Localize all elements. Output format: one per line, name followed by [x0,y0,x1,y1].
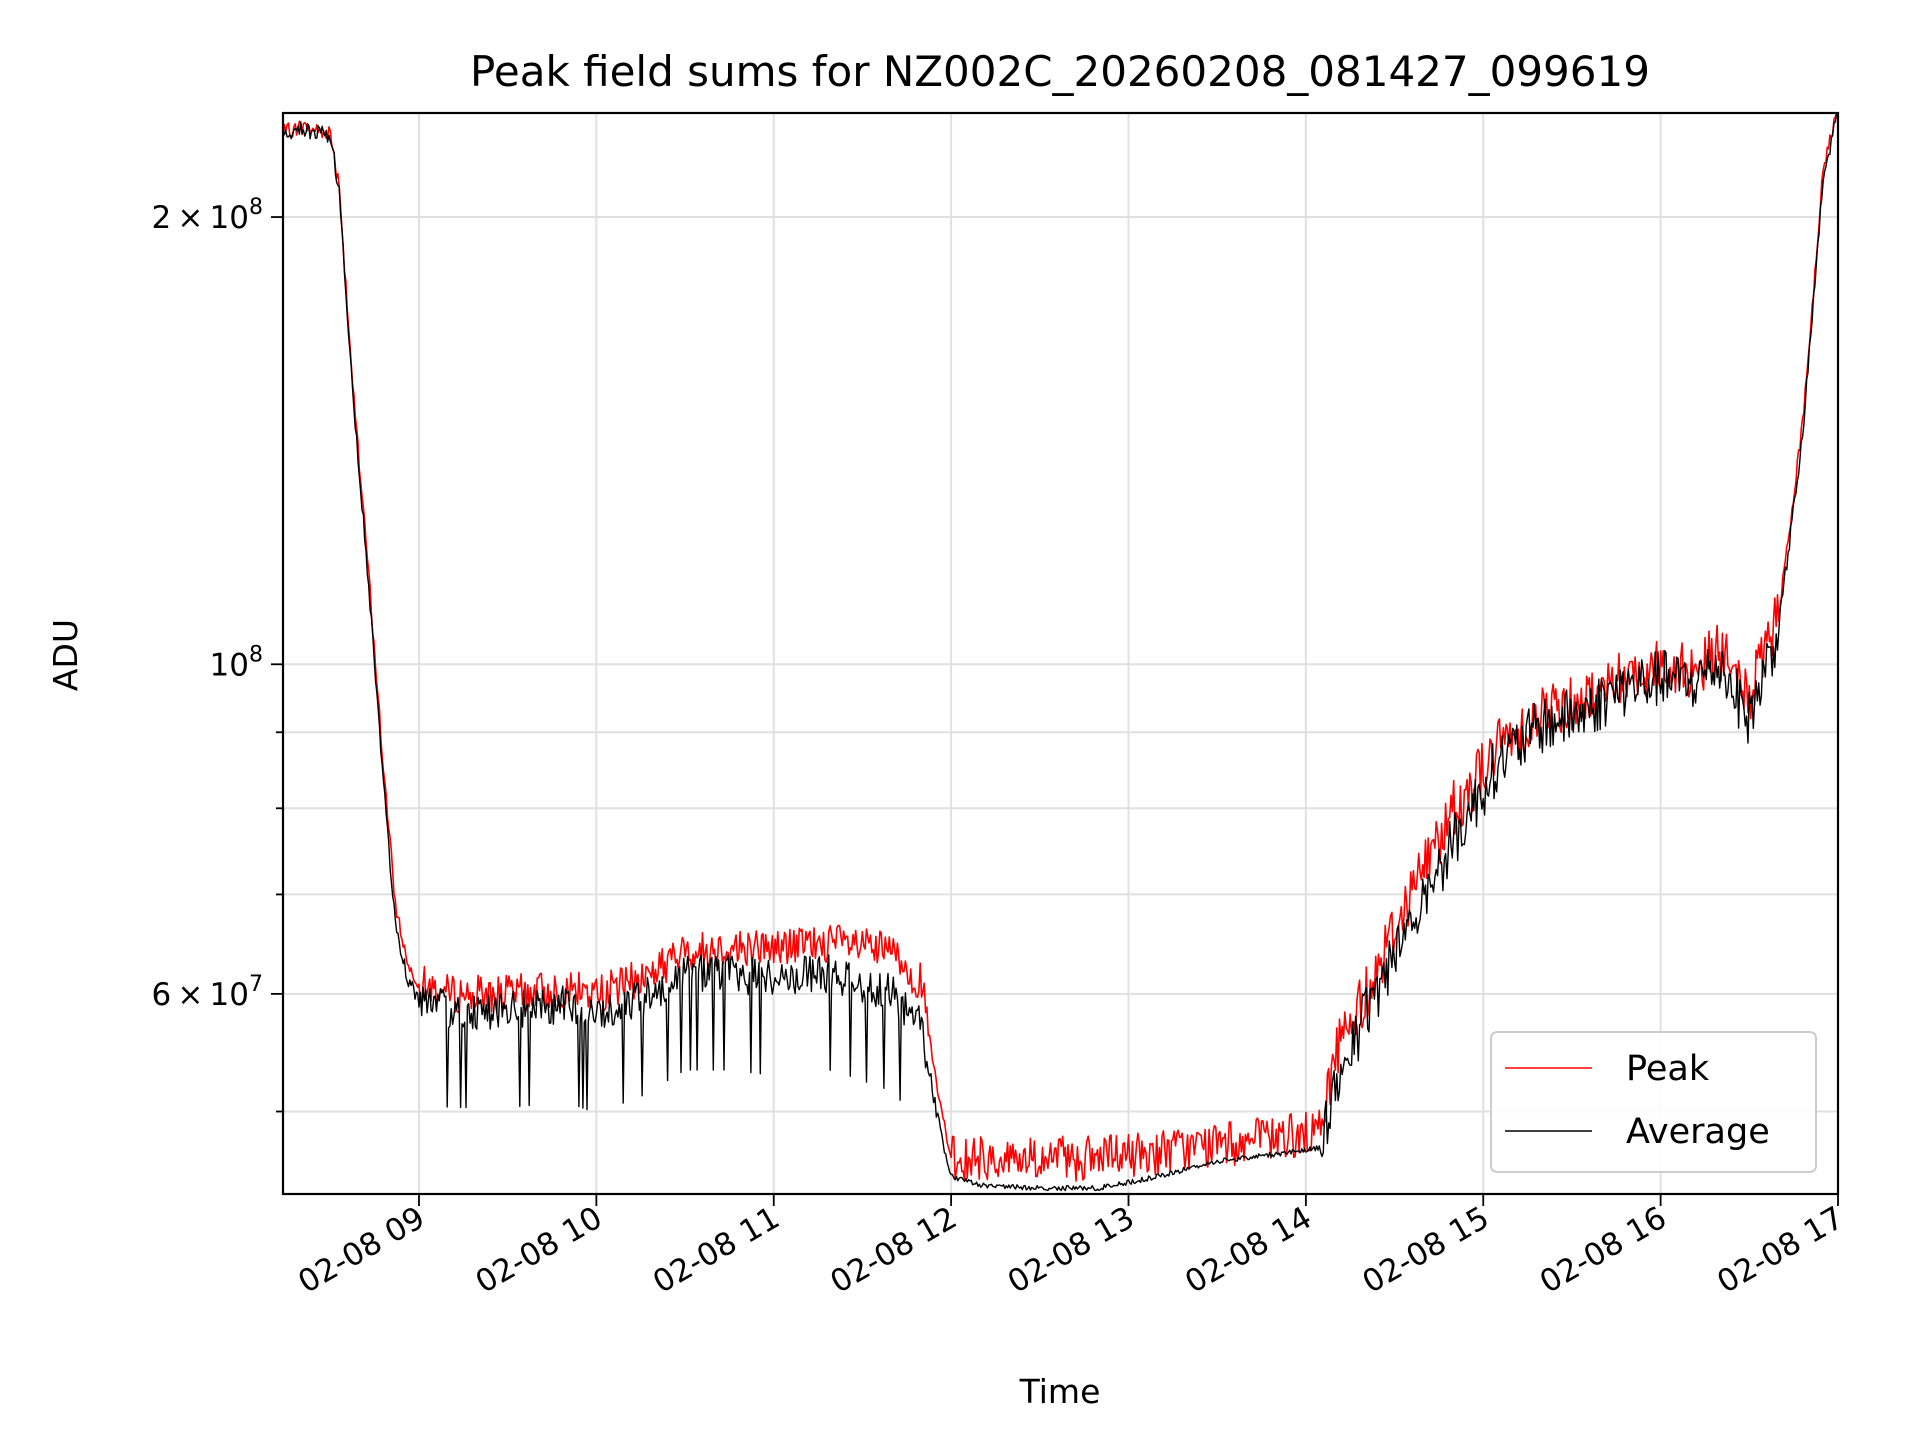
x-tick-label: 02-08 14 [1179,1200,1318,1301]
plot-frame [281,111,1840,1196]
x-tick-label: 02-08 11 [647,1200,786,1301]
legend: Peak Average [1490,1031,1817,1173]
y-axis-label: ADU [46,619,85,691]
y-tick-label: 6 × 107 [151,972,263,1013]
y-tick-label: 2 × 108 [151,195,263,236]
x-tick-label: 02-08 15 [1357,1200,1496,1301]
x-axis-label: Time [1019,1372,1101,1411]
x-tick-label: 02-08 13 [1002,1200,1141,1301]
x-tick-label: 02-08 12 [824,1200,963,1301]
x-tick-label: 02-08 09 [292,1200,431,1301]
legend-frame [1490,1031,1817,1173]
chart-title: Peak field sums for NZ002C_20260208_0814… [470,47,1650,96]
legend-label-average: Average [1626,1112,1770,1152]
x-tick-label: 02-08 17 [1711,1200,1850,1301]
series-line-average [282,112,1838,1192]
x-tick-label: 02-08 16 [1534,1200,1673,1301]
x-tick-label: 02-08 10 [470,1200,609,1301]
series-layer [282,112,1838,1192]
legend-label-peak: Peak [1626,1049,1710,1089]
y-tick-label: 108 [210,642,263,683]
series-line-peak [282,112,1838,1182]
